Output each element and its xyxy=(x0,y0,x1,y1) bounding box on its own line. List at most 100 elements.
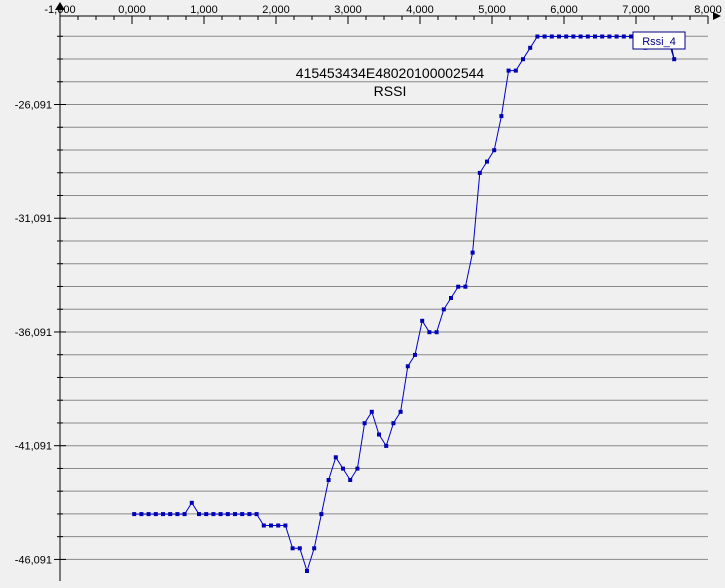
data-point xyxy=(261,523,266,528)
data-point xyxy=(348,478,353,482)
data-point xyxy=(153,512,158,517)
data-point xyxy=(427,330,432,335)
data-point xyxy=(420,318,425,323)
data-point xyxy=(355,466,360,471)
data-point xyxy=(218,512,223,517)
data-point xyxy=(528,45,533,50)
data-point xyxy=(564,34,569,39)
data-point xyxy=(326,478,331,482)
data-point xyxy=(384,443,389,448)
data-point xyxy=(211,512,216,517)
data-point xyxy=(132,512,137,517)
data-point xyxy=(499,114,504,119)
grid-lines xyxy=(60,35,708,560)
data-point xyxy=(319,512,324,517)
data-point xyxy=(521,57,525,62)
data-point xyxy=(276,523,281,528)
y-axis-arrow-icon xyxy=(55,2,65,10)
data-point xyxy=(434,330,439,335)
data-point xyxy=(369,409,374,414)
x-axis-arrow-icon xyxy=(713,12,721,20)
data-point xyxy=(240,512,245,517)
data-point xyxy=(542,34,547,39)
data-point xyxy=(297,546,302,551)
data-point xyxy=(621,34,626,39)
data-point xyxy=(593,34,597,39)
x-tick-label: 7,000 xyxy=(622,4,650,16)
data-point xyxy=(600,34,605,39)
data-point xyxy=(283,523,288,528)
data-point xyxy=(391,421,396,426)
data-point xyxy=(305,569,309,573)
data-point xyxy=(557,34,561,39)
data-point xyxy=(441,307,446,312)
data-point xyxy=(269,523,273,528)
data-point xyxy=(225,512,230,517)
data-point xyxy=(549,34,554,39)
data-point xyxy=(168,512,173,517)
data-point xyxy=(614,34,619,39)
data-point xyxy=(405,364,410,369)
data-point xyxy=(571,34,576,39)
series-line xyxy=(134,36,675,573)
data-point xyxy=(585,34,590,39)
data-point xyxy=(535,34,540,39)
data-point xyxy=(233,512,237,517)
data-point xyxy=(629,34,633,39)
legend-label: Rssi_4 xyxy=(642,36,676,48)
x-tick-label: 6,000 xyxy=(550,4,578,16)
series-layer xyxy=(132,34,677,573)
data-point xyxy=(146,512,151,517)
data-point xyxy=(463,284,468,289)
axes: -1,000 0,000 1,000 2,000 3,000 4,000 5,000 6,00… xyxy=(15,2,722,581)
data-point xyxy=(290,546,295,551)
chart-title: 415453434E48020100002544 xyxy=(296,65,485,81)
data-point xyxy=(413,352,417,357)
y-tick-label: -26,091 xyxy=(15,100,52,112)
x-tick-label: 1,000 xyxy=(190,4,218,16)
y-tick-label: -41,091 xyxy=(15,441,52,453)
legend-item: Rssi_4 xyxy=(632,31,686,60)
data-point xyxy=(182,512,187,517)
data-point xyxy=(254,512,259,517)
data-point xyxy=(607,34,612,39)
data-point xyxy=(449,296,453,300)
x-tick-label: 3,000 xyxy=(334,4,362,16)
data-point xyxy=(204,512,209,517)
data-point xyxy=(485,159,489,164)
data-point xyxy=(161,512,165,517)
data-point xyxy=(175,512,180,517)
data-point xyxy=(506,68,511,73)
data-point xyxy=(189,500,194,505)
data-point xyxy=(456,284,461,289)
data-point xyxy=(513,68,518,73)
data-point xyxy=(197,512,201,517)
legend: Rssi_4 xyxy=(632,31,686,60)
y-tick-label: -46,091 xyxy=(15,554,52,566)
data-point xyxy=(477,170,482,175)
data-point xyxy=(139,512,144,517)
data-point xyxy=(492,148,497,153)
x-tick-label: 5,000 xyxy=(478,4,506,16)
x-tick-label: 0,000 xyxy=(118,4,146,16)
data-point xyxy=(398,409,403,414)
legend-box xyxy=(632,31,686,50)
data-point xyxy=(333,455,338,460)
x-tick-label: -1,000 xyxy=(44,4,75,16)
y-tick-label: -31,091 xyxy=(15,213,52,225)
data-point xyxy=(578,34,583,39)
data-point xyxy=(470,250,475,255)
x-tick-label: 4,000 xyxy=(406,4,434,16)
chart-subtitle: RSSI xyxy=(374,83,407,99)
data-point xyxy=(377,432,381,437)
legend-leader-line xyxy=(671,48,675,60)
x-tick-label: 2,000 xyxy=(262,4,290,16)
x-tick-label: 8,000 xyxy=(694,4,722,16)
data-point xyxy=(312,546,317,551)
data-point xyxy=(362,421,367,426)
y-tick-label: -36,091 xyxy=(15,327,52,339)
data-point xyxy=(341,466,345,471)
data-point xyxy=(247,512,252,517)
